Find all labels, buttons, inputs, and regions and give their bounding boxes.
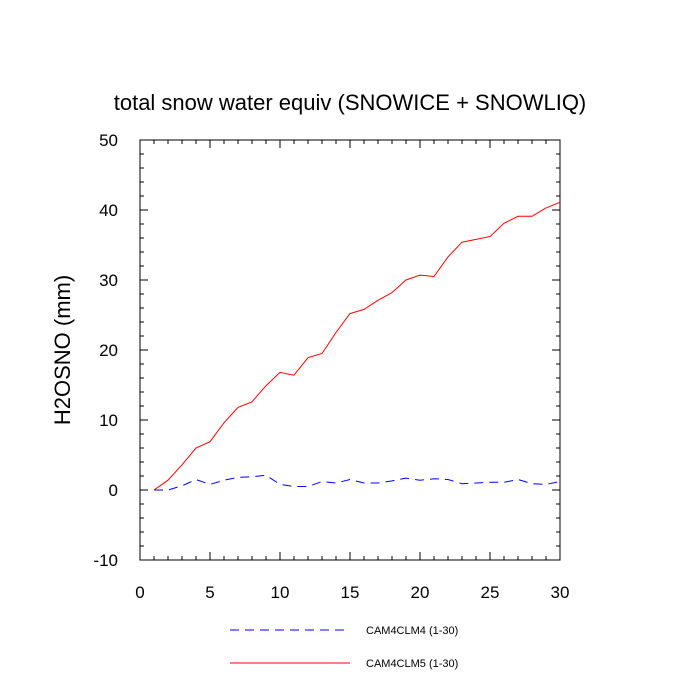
legend: CAM4CLM4 (1-30) CAM4CLM5 (1-30) — [230, 625, 458, 670]
x-tick-label: 20 — [411, 583, 430, 602]
legend-label: CAM4CLM5 (1-30) — [366, 658, 458, 670]
major-ticks — [139, 139, 561, 561]
y-tick-label: 20 — [99, 341, 118, 360]
legend-label: CAM4CLM4 (1-30) — [366, 625, 458, 637]
x-tick-label: 15 — [341, 583, 360, 602]
series-line — [154, 474, 561, 491]
x-tick-labels: 0 5 10 15 20 25 30 — [135, 583, 569, 602]
x-tick-label: 30 — [551, 583, 570, 602]
y-tick-label: 40 — [99, 201, 118, 220]
chart-title: total snow water equiv (SNOWICE + SNOWLI… — [114, 90, 587, 115]
y-tick-label: 0 — [109, 481, 118, 500]
x-tick-label: 5 — [205, 583, 214, 602]
minor-ticks — [140, 140, 560, 560]
series-lines — [153, 201, 561, 491]
y-tick-label: 10 — [99, 411, 118, 430]
y-axis-label: H2OSNO (mm) — [50, 275, 75, 425]
x-tick-label: 25 — [481, 583, 500, 602]
x-tick-label: 0 — [135, 583, 144, 602]
plot-frame — [139, 139, 561, 561]
y-tick-label: -10 — [93, 551, 118, 570]
y-tick-labels: -10 0 10 20 30 40 50 — [93, 131, 118, 570]
series-line — [153, 201, 561, 491]
y-tick-label: 30 — [99, 271, 118, 290]
y-tick-label: 50 — [99, 131, 118, 150]
x-tick-label: 10 — [271, 583, 290, 602]
